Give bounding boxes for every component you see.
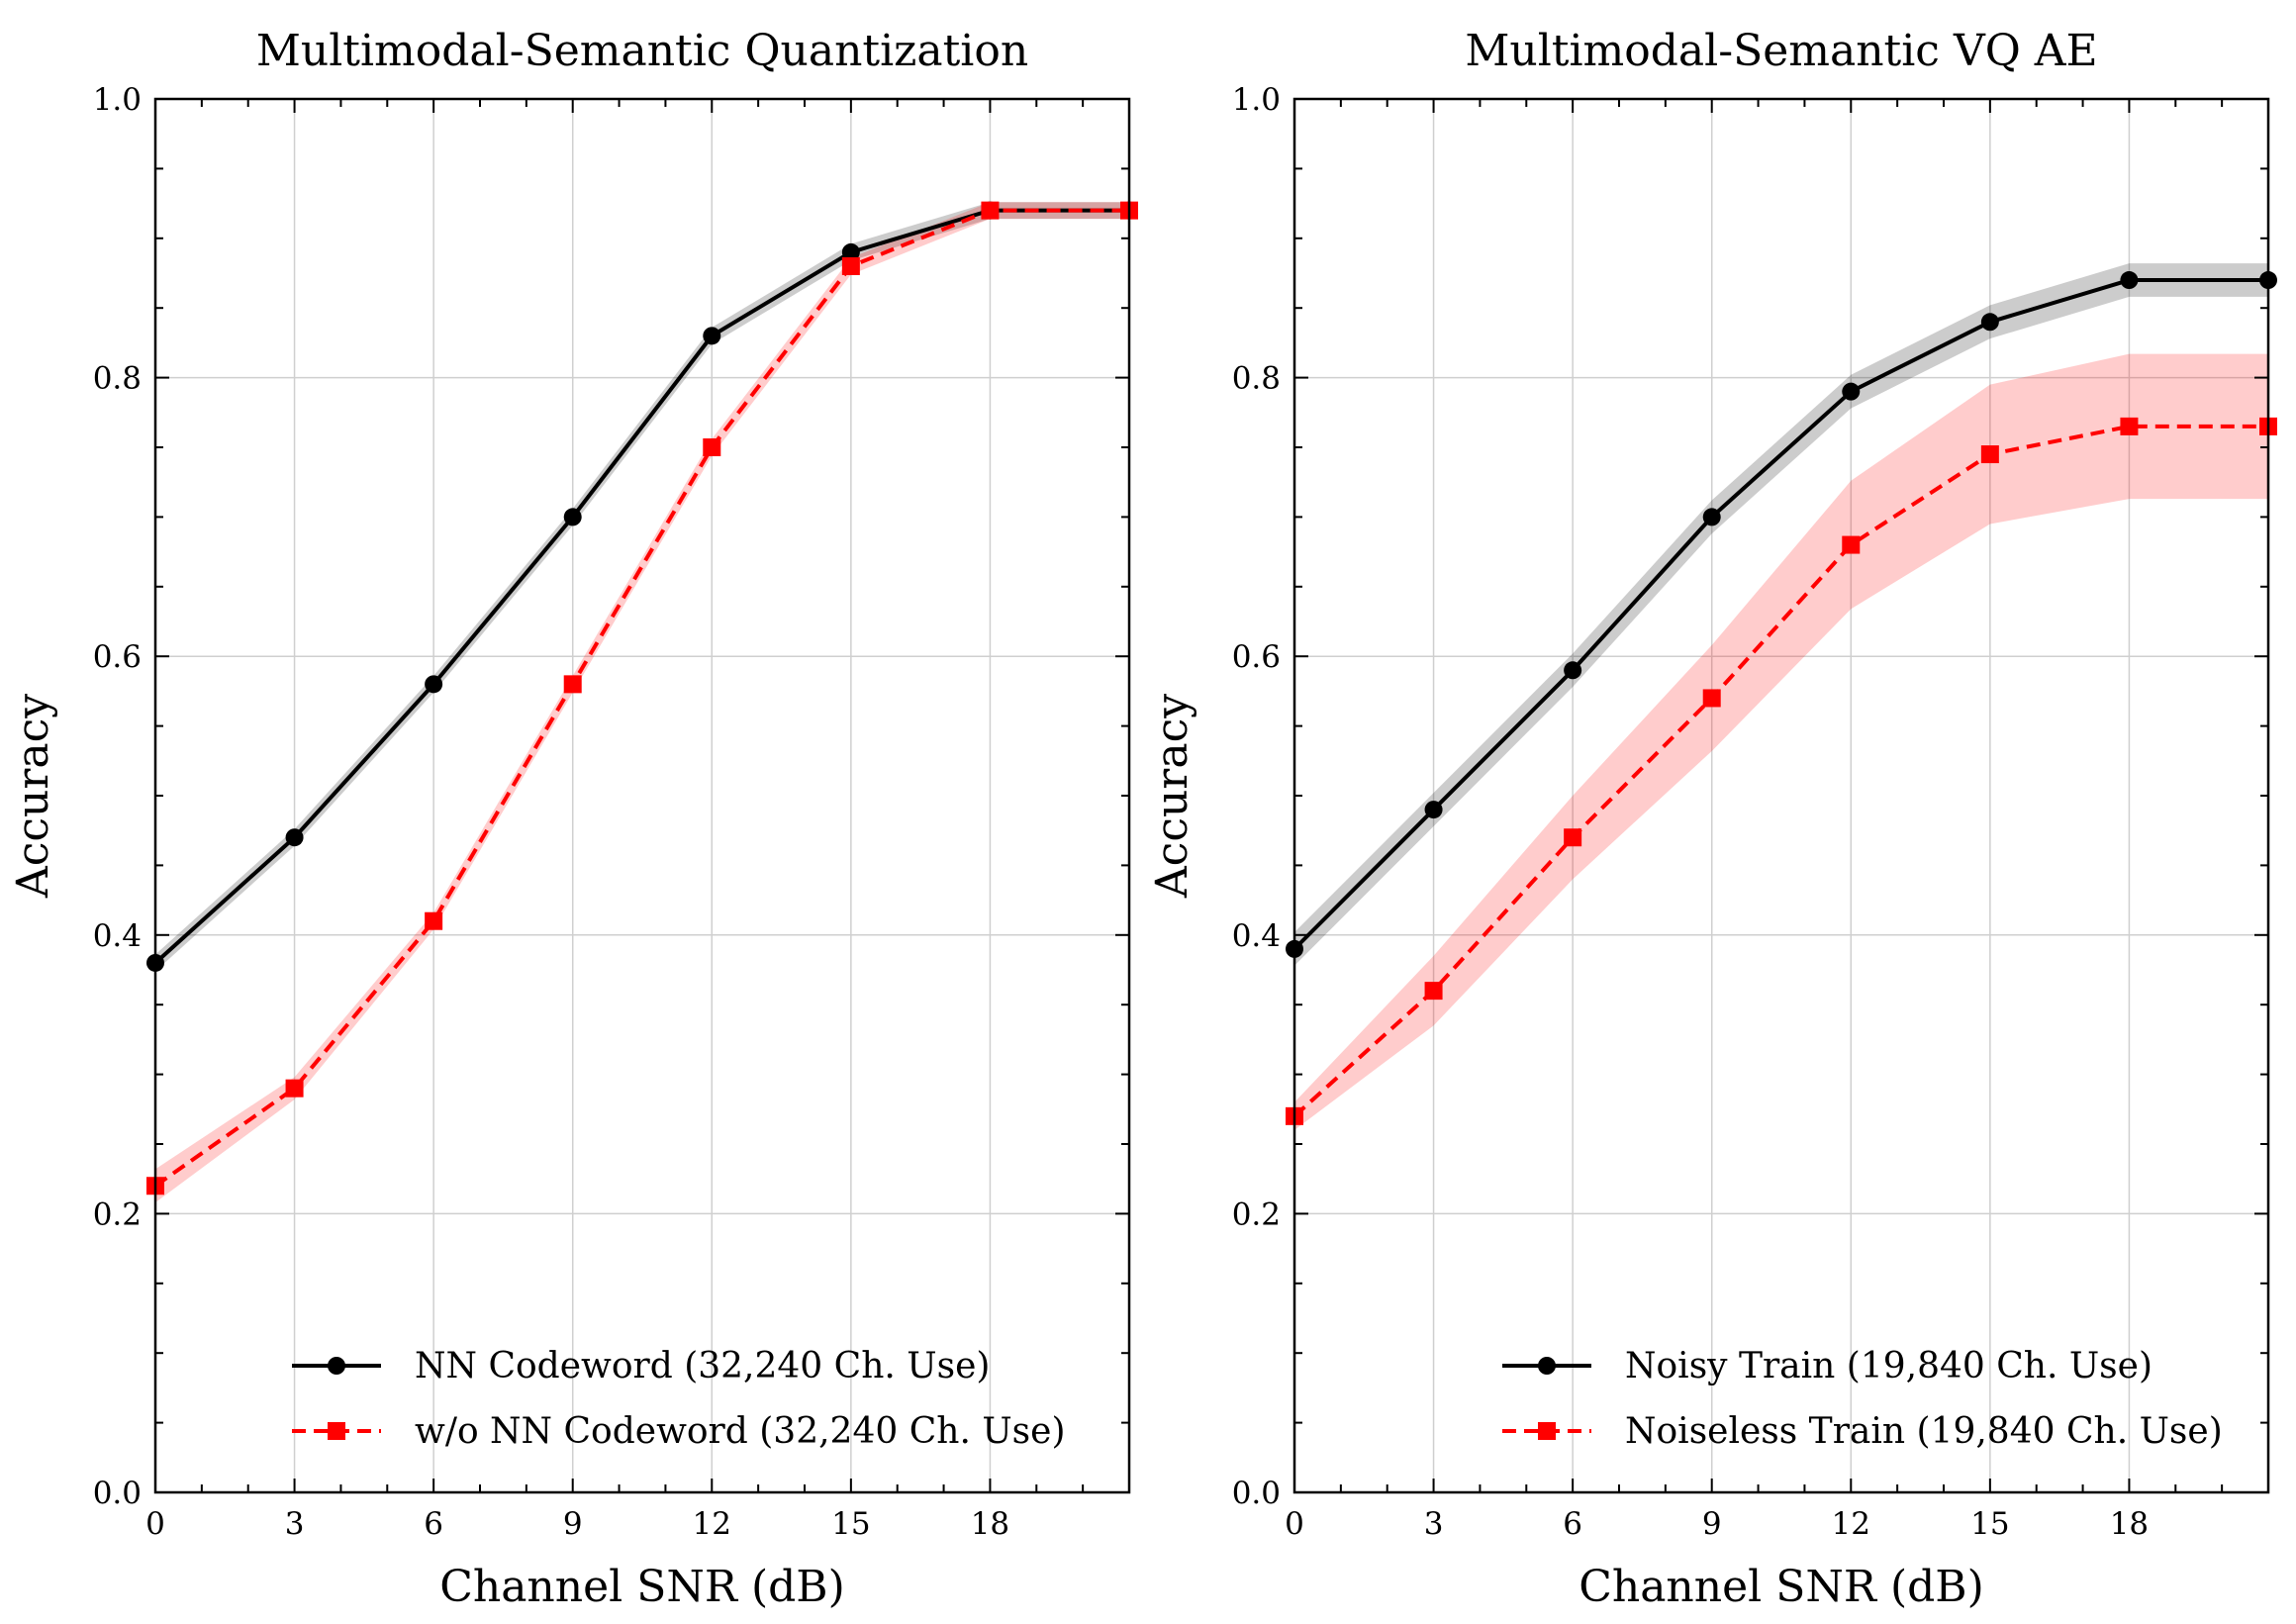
series-line-1 — [153, 208, 1129, 965]
y-tick-label: 1.0 — [1232, 82, 1281, 118]
data-point — [1564, 828, 1582, 847]
y-tick-label: 0.0 — [1232, 1476, 1281, 1511]
x-tick-label: 0 — [145, 1506, 165, 1542]
y-axis-label: Accuracy — [8, 694, 58, 899]
x-tick-label: 9 — [563, 1506, 583, 1542]
y-tick-label: 0.0 — [93, 1476, 142, 1511]
data-point — [563, 508, 582, 526]
legend-label-1: Noisy Train (19,840 Ch. Use) — [1625, 1346, 2152, 1386]
data-point — [285, 828, 304, 847]
legend-marker-1 — [328, 1357, 345, 1375]
data-point — [841, 256, 860, 275]
legend-label-2: w/o NN Codeword (32,240 Ch. Use) — [415, 1411, 1066, 1452]
series-band-2 — [1294, 353, 2268, 1130]
data-point — [1564, 661, 1582, 680]
x-tick-label: 3 — [1424, 1506, 1444, 1542]
chart-panel-1: 0 3 6 9 12 15 18 0.0 0.2 0.4 0.6 0.8 1.0 Multimodal-S… — [8, 26, 1138, 1612]
data-point — [703, 438, 721, 456]
series-line-2 — [153, 208, 1129, 1188]
data-point — [1702, 689, 1721, 708]
x-tick-label: 9 — [1702, 1506, 1722, 1542]
chart-title: Multimodal-Semantic Quantization — [256, 26, 1028, 76]
legend-label-2: Noiseless Train (19,840 Ch. Use) — [1625, 1411, 2223, 1452]
data-point — [1702, 508, 1721, 526]
data-point — [981, 201, 1000, 220]
x-tick-label: 12 — [693, 1506, 731, 1542]
data-point — [425, 911, 443, 930]
data-point — [285, 1079, 304, 1098]
x-tick-label: 18 — [971, 1506, 1009, 1542]
legend-marker-2 — [328, 1422, 345, 1440]
data-point — [1980, 313, 1999, 332]
data-point — [1842, 535, 1861, 554]
data-point — [563, 675, 582, 694]
y-tick-label: 0.2 — [93, 1196, 142, 1232]
x-axis-label: Channel SNR (dB) — [439, 1562, 845, 1612]
y-tick-label: 0.6 — [1232, 639, 1281, 675]
data-point — [703, 327, 721, 345]
data-point — [1424, 801, 1443, 819]
legend-label-1: NN Codeword (32,240 Ch. Use) — [415, 1346, 990, 1386]
chart-title: Multimodal-Semantic VQ AE — [1465, 26, 2097, 76]
series-band-1 — [155, 202, 1129, 972]
x-tick-label: 6 — [1563, 1506, 1582, 1542]
x-tick-label: 12 — [1832, 1506, 1870, 1542]
x-tick-label: 18 — [2110, 1506, 2149, 1542]
x-tick-label: 6 — [424, 1506, 443, 1542]
y-tick-label: 0.2 — [1232, 1196, 1281, 1232]
y-tick-label: 0.6 — [93, 639, 142, 675]
x-axis-label: Channel SNR (dB) — [1578, 1562, 1984, 1612]
plot-frame — [153, 97, 1131, 1494]
chart-panel-2: 0 3 6 9 12 15 18 0.0 0.2 0.4 0.6 0.8 1.0 Multimodal-S… — [1147, 26, 2277, 1612]
legend-marker-2 — [1538, 1422, 1556, 1440]
data-point — [1980, 445, 1999, 464]
data-point — [1424, 982, 1443, 1001]
x-tick-label: 15 — [831, 1506, 870, 1542]
y-axis-label: Accuracy — [1147, 694, 1197, 899]
data-point — [841, 242, 860, 261]
x-tick-label: 15 — [1970, 1506, 2009, 1542]
legend-marker-1 — [1538, 1357, 1556, 1375]
y-tick-label: 0.4 — [93, 918, 142, 954]
y-tick-label: 0.8 — [93, 361, 142, 397]
x-tick-label: 0 — [1285, 1506, 1304, 1542]
y-tick-label: 1.0 — [93, 82, 142, 118]
data-point — [1842, 382, 1861, 401]
data-point — [2120, 417, 2139, 435]
y-tick-label: 0.8 — [1232, 361, 1281, 397]
series-band-2 — [155, 202, 1129, 1203]
series-line-1 — [1292, 278, 2268, 951]
data-point — [2120, 271, 2139, 290]
x-tick-label: 3 — [285, 1506, 305, 1542]
series-line-2 — [1292, 424, 2268, 1118]
data-point — [425, 675, 443, 694]
y-tick-label: 0.4 — [1232, 918, 1281, 954]
